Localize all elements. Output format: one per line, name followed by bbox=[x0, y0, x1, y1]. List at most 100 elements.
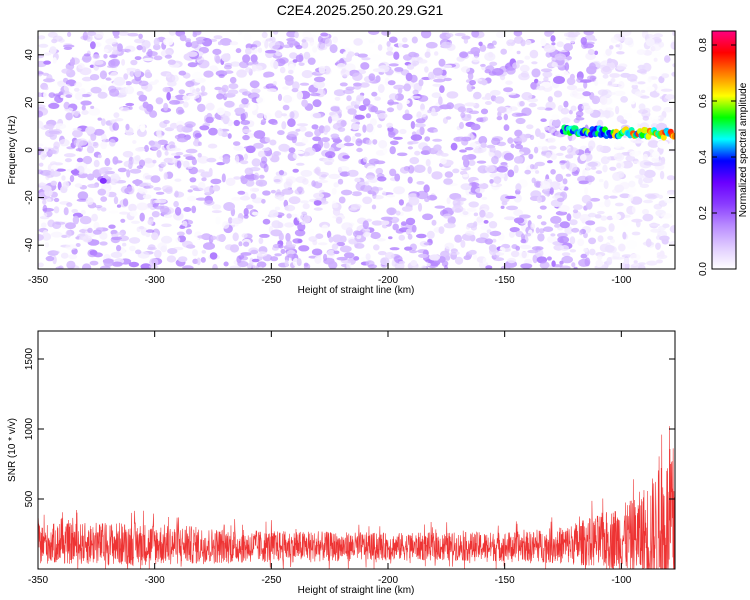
spectrogram-cell bbox=[651, 51, 662, 58]
y-tick-label: 20 bbox=[24, 96, 35, 108]
x-tick-label: -100 bbox=[611, 275, 631, 286]
spectrogram-cell bbox=[217, 41, 223, 46]
spectrogram-cell bbox=[431, 92, 441, 99]
spectrogram-cell bbox=[303, 51, 311, 60]
spectrogram-cell bbox=[387, 101, 399, 105]
spectrogram-cell bbox=[107, 65, 116, 69]
spectrogram-cell bbox=[411, 60, 420, 66]
spectrogram-cell bbox=[650, 228, 662, 233]
spectrogram-cell bbox=[253, 142, 264, 149]
spectrogram-cell bbox=[509, 227, 520, 233]
spectrogram-cell bbox=[500, 205, 505, 209]
spectrogram-cell bbox=[77, 191, 89, 201]
spectrogram-cell bbox=[177, 109, 185, 114]
spectrogram-cell bbox=[279, 66, 286, 74]
spectrogram-cell bbox=[375, 167, 384, 175]
spectrogram-cell bbox=[610, 36, 619, 44]
spectrogram-cell bbox=[132, 156, 140, 165]
spectrogram-cell bbox=[176, 231, 185, 236]
spectrogram-cell bbox=[611, 213, 622, 221]
spectrogram-cell bbox=[531, 68, 541, 78]
spectrogram-cell bbox=[420, 31, 432, 39]
spectrogram-cell bbox=[530, 223, 536, 230]
spectrogram-cell bbox=[140, 182, 152, 186]
spectrogram-cell bbox=[139, 123, 146, 133]
spectrogram-cell bbox=[360, 184, 373, 192]
spectrogram-cell bbox=[311, 248, 323, 256]
spectrogram-cell bbox=[269, 139, 277, 146]
spectrogram-cell bbox=[398, 260, 406, 265]
spectrogram-cell bbox=[402, 254, 414, 260]
spectrogram-cell bbox=[108, 210, 119, 214]
spectrogram-cell bbox=[370, 231, 381, 240]
spectrogram-cell bbox=[89, 74, 100, 81]
spectrogram-cell bbox=[192, 258, 199, 264]
spectrogram-cell bbox=[173, 200, 179, 208]
spectrogram-cell bbox=[87, 227, 93, 233]
spectrogram-cell bbox=[583, 248, 589, 253]
spectrogram-cell bbox=[339, 82, 348, 87]
colorbar: 0.0 0.2 0.4 0.6 0.8 Normalized spectral ampl… bbox=[698, 30, 749, 276]
spectrogram-cell bbox=[250, 54, 258, 63]
spectrogram-cell bbox=[145, 232, 151, 238]
spectrogram-cell bbox=[377, 251, 387, 256]
spectrogram-cell bbox=[112, 50, 118, 55]
spectrogram-cell bbox=[432, 83, 442, 87]
spectrogram-cell bbox=[469, 79, 476, 86]
spectrogram-cell bbox=[312, 46, 318, 53]
spectrogram-cell bbox=[273, 151, 280, 156]
spectrogram-cell bbox=[229, 265, 242, 269]
spectrogram-cell bbox=[394, 173, 401, 182]
spectrogram-cell bbox=[136, 45, 143, 51]
spectrogram-cell bbox=[50, 231, 63, 238]
spectrogram-cell bbox=[296, 123, 309, 127]
spectrogram-cell bbox=[552, 118, 561, 127]
spectrogram-cell bbox=[601, 89, 612, 99]
spectrogram-cell bbox=[365, 253, 371, 261]
spectrogram-cell bbox=[476, 160, 487, 164]
spectrogram-cell bbox=[182, 240, 193, 248]
spectrogram-cell bbox=[484, 92, 492, 101]
spectrogram-cell bbox=[382, 147, 388, 154]
spectrogram-cell bbox=[359, 82, 370, 88]
spectrogram-cell bbox=[638, 109, 648, 114]
spectrogram-cell bbox=[550, 35, 556, 42]
spectrogram-cell bbox=[402, 113, 413, 121]
spectrogram-cell bbox=[642, 208, 649, 215]
spectrogram-cell bbox=[302, 203, 310, 210]
spectrogram-cell bbox=[424, 136, 431, 142]
spectrogram-cell bbox=[615, 44, 620, 48]
spectrogram-cell bbox=[300, 169, 313, 177]
spectrogram-cell bbox=[566, 84, 578, 91]
spectrogram-cell bbox=[355, 231, 364, 236]
spectrogram-cell bbox=[531, 246, 544, 251]
spectrogram-cell bbox=[587, 212, 597, 218]
spectrogram-cell bbox=[424, 99, 433, 106]
spectrogram-cell bbox=[508, 231, 515, 238]
spectrogram-cell bbox=[282, 104, 290, 111]
spectrogram-cell bbox=[666, 175, 675, 181]
spectrogram-cell bbox=[241, 98, 249, 105]
spectrogram-cell bbox=[221, 173, 226, 183]
spectrogram-cell bbox=[464, 147, 474, 151]
spectrogram-cell bbox=[323, 126, 328, 135]
spectrogram-cell bbox=[185, 228, 193, 235]
spectrogram-cell bbox=[281, 113, 288, 117]
spectrogram-cell bbox=[351, 191, 362, 197]
spectrogram-cell bbox=[334, 96, 341, 101]
spectrogram-cell bbox=[559, 71, 570, 79]
spectrogram-cell bbox=[362, 196, 373, 205]
spectrogram-cell bbox=[100, 141, 108, 150]
spectrogram-cell bbox=[332, 243, 339, 249]
spectrogram-cell bbox=[438, 58, 446, 67]
spectrogram-cell bbox=[111, 261, 123, 267]
spectrogram-cell bbox=[402, 54, 412, 61]
spectrogram-cell bbox=[465, 230, 475, 236]
spectrogram-cell bbox=[250, 249, 259, 255]
spectrogram-cell bbox=[443, 64, 453, 69]
spectrogram-cell bbox=[434, 51, 439, 56]
spectrogram-cell bbox=[506, 205, 518, 211]
spectrogram-cell bbox=[109, 88, 120, 97]
spectrogram-cell bbox=[262, 218, 271, 225]
y-tick-label: 0 bbox=[24, 147, 35, 153]
